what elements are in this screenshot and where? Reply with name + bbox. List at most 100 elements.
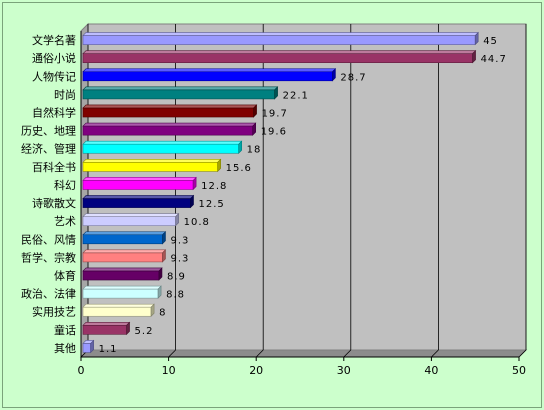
data-label: 5.2 [135, 326, 154, 337]
data-label: 9.3 [170, 253, 189, 264]
gridline-floor [168, 349, 176, 358]
data-label: 8.8 [166, 290, 185, 301]
category-label: 艺术 [54, 215, 76, 228]
data-label: 19.7 [262, 109, 288, 120]
category-label: 历史、地理 [21, 125, 76, 138]
bar-top [82, 231, 167, 236]
bar-top [82, 285, 162, 290]
bar-end [192, 176, 197, 191]
bar-end [472, 49, 476, 64]
category-label: 文学名著 [32, 33, 76, 47]
bar-top [82, 122, 257, 127]
bar-chart: 0 10 20 30 40 50 文学名著 45 通俗小说 44.7 人物传记 28.7 时尚 22.1 自… [21, 22, 528, 377]
bar [82, 288, 159, 299]
bar [82, 35, 476, 45]
bar-end [190, 194, 194, 209]
category-label: 经济、管理 [21, 142, 76, 156]
bar-top [82, 177, 197, 181]
bar-top [82, 50, 477, 54]
bar-top [82, 140, 243, 145]
plot-floor [79, 349, 528, 358]
bar [82, 162, 218, 172]
bar [82, 216, 176, 226]
category-label: 政治、法律 [21, 287, 76, 301]
bar-end [253, 104, 257, 118]
bar-end [157, 285, 162, 299]
category-label: 诗歌散文 [32, 196, 76, 210]
bar [82, 198, 191, 208]
bar [82, 270, 160, 281]
bar-end [150, 303, 155, 317]
x-tick-label: 0 [78, 364, 85, 377]
x-tick-label: 50 [512, 364, 526, 377]
category-label: 其他 [54, 342, 76, 355]
category-label: 哲学、宗教 [21, 250, 76, 264]
bar-top [82, 195, 195, 199]
data-label: 44.7 [481, 54, 507, 65]
category-label: 民俗、风情 [21, 233, 76, 246]
data-label: 28.7 [340, 72, 366, 83]
category-label: 实用技艺 [32, 305, 76, 319]
data-label: 8.9 [167, 272, 186, 283]
x-tick-label: 30 [337, 364, 351, 377]
bar [82, 343, 91, 353]
data-label: 18 [247, 145, 262, 156]
category-label: 童话 [54, 323, 76, 337]
data-label: 22.1 [283, 90, 309, 101]
bar [82, 306, 152, 317]
category-label: 体育 [54, 269, 76, 283]
data-label: 9.3 [170, 235, 189, 246]
bar [82, 71, 333, 82]
data-label: 45 [483, 36, 498, 47]
bar-end [162, 249, 166, 263]
bar [82, 252, 163, 263]
category-label: 百科全书 [32, 160, 76, 174]
bar-end [126, 321, 130, 336]
x-tick-label: 20 [249, 364, 263, 377]
bar [82, 53, 473, 63]
data-label: 19.6 [261, 127, 287, 138]
bar-end [90, 339, 94, 354]
bar [82, 125, 253, 136]
category-label: 自然科学 [32, 106, 76, 120]
bar-end [217, 158, 221, 173]
data-label: 1.1 [99, 344, 118, 355]
bar-end [158, 267, 163, 281]
data-label: 12.5 [199, 199, 225, 210]
bar-top [82, 68, 337, 73]
bar-top [82, 267, 163, 272]
bar-end [175, 212, 179, 227]
bar-top [82, 32, 479, 36]
gridline-floor [431, 349, 439, 358]
bar-end [274, 86, 278, 100]
x-tick-label: 40 [424, 364, 438, 377]
category-label: 人物传记 [32, 69, 76, 83]
x-tick-label: 10 [162, 364, 176, 377]
bar [82, 89, 275, 100]
data-label: 12.8 [201, 181, 227, 192]
bar [82, 325, 127, 335]
bar-top [82, 249, 167, 254]
bar-top [82, 159, 222, 163]
bar [82, 143, 239, 154]
data-label: 15.6 [226, 163, 252, 174]
bar [82, 180, 194, 190]
bar [82, 234, 163, 245]
category-label: 科幻 [54, 178, 76, 192]
bar-top [82, 213, 180, 217]
bar-end [332, 68, 336, 82]
data-label: 10.8 [184, 217, 210, 228]
category-label: 通俗小说 [32, 51, 76, 65]
bar-end [238, 140, 242, 154]
bar-top [82, 104, 258, 109]
bar-top [82, 322, 131, 326]
bar-end [162, 231, 166, 245]
bar-top [82, 86, 279, 91]
gridline-floor [518, 349, 527, 358]
bar-end [252, 122, 256, 136]
category-label: 时尚 [54, 87, 76, 101]
data-label: 8 [159, 308, 166, 319]
bar-top [82, 303, 155, 308]
bar-end [474, 31, 479, 46]
